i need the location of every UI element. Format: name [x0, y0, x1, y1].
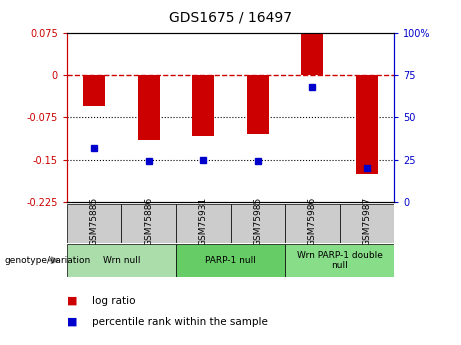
Text: Wrn null: Wrn null	[103, 256, 140, 265]
Bar	[67, 204, 121, 243]
Text: ■: ■	[67, 317, 77, 326]
Text: GSM75985: GSM75985	[253, 197, 262, 246]
Text: genotype/variation: genotype/variation	[5, 256, 91, 265]
Bar	[285, 244, 394, 277]
Bar	[247, 75, 269, 134]
Text: log ratio: log ratio	[92, 296, 136, 306]
Text: GSM75886: GSM75886	[144, 197, 153, 246]
Bar	[285, 204, 340, 243]
Bar	[176, 244, 285, 277]
Text: PARP-1 null: PARP-1 null	[205, 256, 256, 265]
Text: GSM75987: GSM75987	[362, 197, 372, 246]
Bar	[83, 75, 105, 106]
Text: Wrn PARP-1 double
null: Wrn PARP-1 double null	[297, 250, 383, 270]
Text: percentile rank within the sample: percentile rank within the sample	[92, 317, 268, 326]
Bar	[301, 34, 323, 75]
Bar	[192, 75, 214, 136]
Text: GSM75986: GSM75986	[308, 197, 317, 246]
Bar	[121, 204, 176, 243]
Bar	[356, 75, 378, 174]
Bar	[340, 204, 394, 243]
Text: GSM75931: GSM75931	[199, 197, 208, 246]
Bar	[230, 204, 285, 243]
Text: GSM75885: GSM75885	[89, 197, 99, 246]
Text: GDS1675 / 16497: GDS1675 / 16497	[169, 10, 292, 24]
Bar	[176, 204, 230, 243]
Bar	[67, 244, 176, 277]
Bar	[138, 75, 160, 140]
Text: ■: ■	[67, 296, 77, 306]
